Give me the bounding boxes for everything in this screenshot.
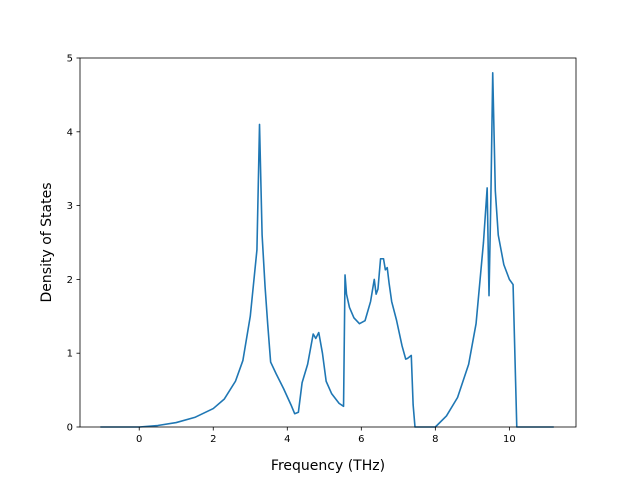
- y-axis: 0 1 2 3 4 5: [67, 54, 80, 434]
- x-tick-label: 0: [136, 434, 142, 445]
- y-tick-label: 3: [67, 201, 73, 212]
- x-tick-label: 10: [503, 434, 516, 445]
- x-tick-label: 4: [284, 434, 290, 445]
- y-axis-label: Density of States: [39, 183, 55, 303]
- y-tick-label: 0: [67, 423, 73, 434]
- x-axis-label: Frequency (THz): [271, 458, 385, 474]
- plot-area: [79, 57, 577, 428]
- y-tick-label: 2: [67, 275, 73, 286]
- y-tick-label: 1: [67, 349, 73, 360]
- x-tick-label: 8: [432, 434, 438, 445]
- y-tick-label: 5: [67, 54, 73, 65]
- plot-frame: [79, 57, 577, 428]
- x-tick-label: 2: [210, 434, 216, 445]
- dos-series-line: [100, 71, 554, 428]
- y-tick-label: 4: [67, 127, 73, 138]
- x-axis: 0 2 4 6 8 10: [136, 427, 516, 445]
- x-tick-label: 6: [358, 434, 364, 445]
